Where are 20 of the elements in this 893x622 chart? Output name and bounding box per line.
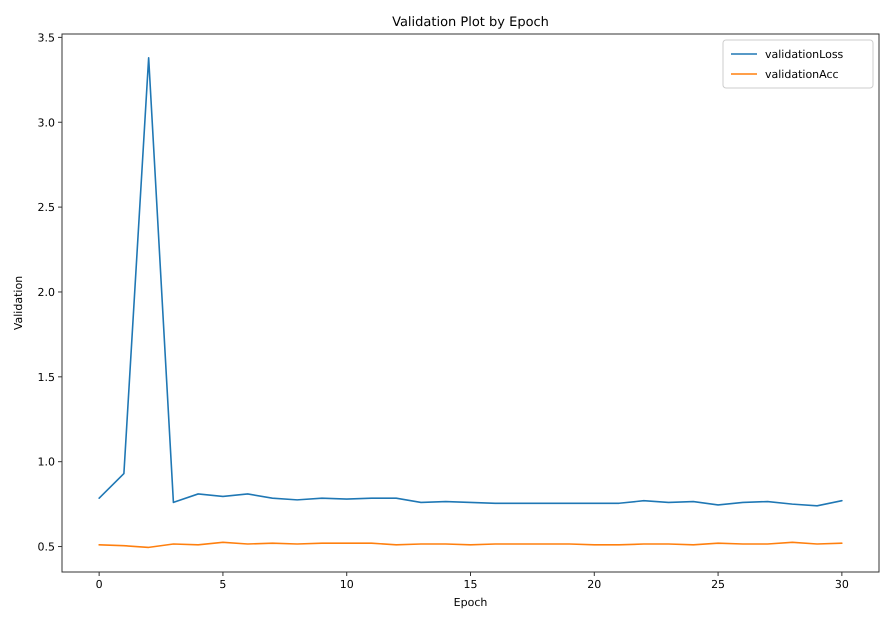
y-tick-label: 1.5: [38, 370, 55, 384]
y-tick-label: 0.5: [38, 540, 55, 554]
chart-title: Validation Plot by Epoch: [392, 15, 549, 30]
x-axis-title: Epoch: [454, 596, 488, 609]
legend-label: validationLoss: [765, 48, 844, 61]
x-tick-label: 15: [464, 578, 478, 591]
x-tick-label: 25: [711, 578, 726, 591]
y-axis-title: Validation: [12, 276, 25, 330]
x-tick-label: 20: [587, 578, 602, 591]
line-series: [98, 56, 843, 507]
x-tick-label: 5: [219, 578, 226, 591]
y-tick-label: 2.0: [38, 286, 55, 299]
x-tick-label: 10: [340, 578, 354, 591]
y-tick-label: 3.5: [38, 31, 55, 44]
y-tick-label: 1.0: [38, 456, 55, 469]
x-tick-label: 0: [96, 578, 103, 591]
y-tick-label: 2.5: [38, 201, 55, 214]
y-tick-label: 3.0: [38, 116, 55, 130]
legend-label: validationAcc: [765, 68, 839, 81]
x-tick-label: 30: [834, 578, 849, 591]
